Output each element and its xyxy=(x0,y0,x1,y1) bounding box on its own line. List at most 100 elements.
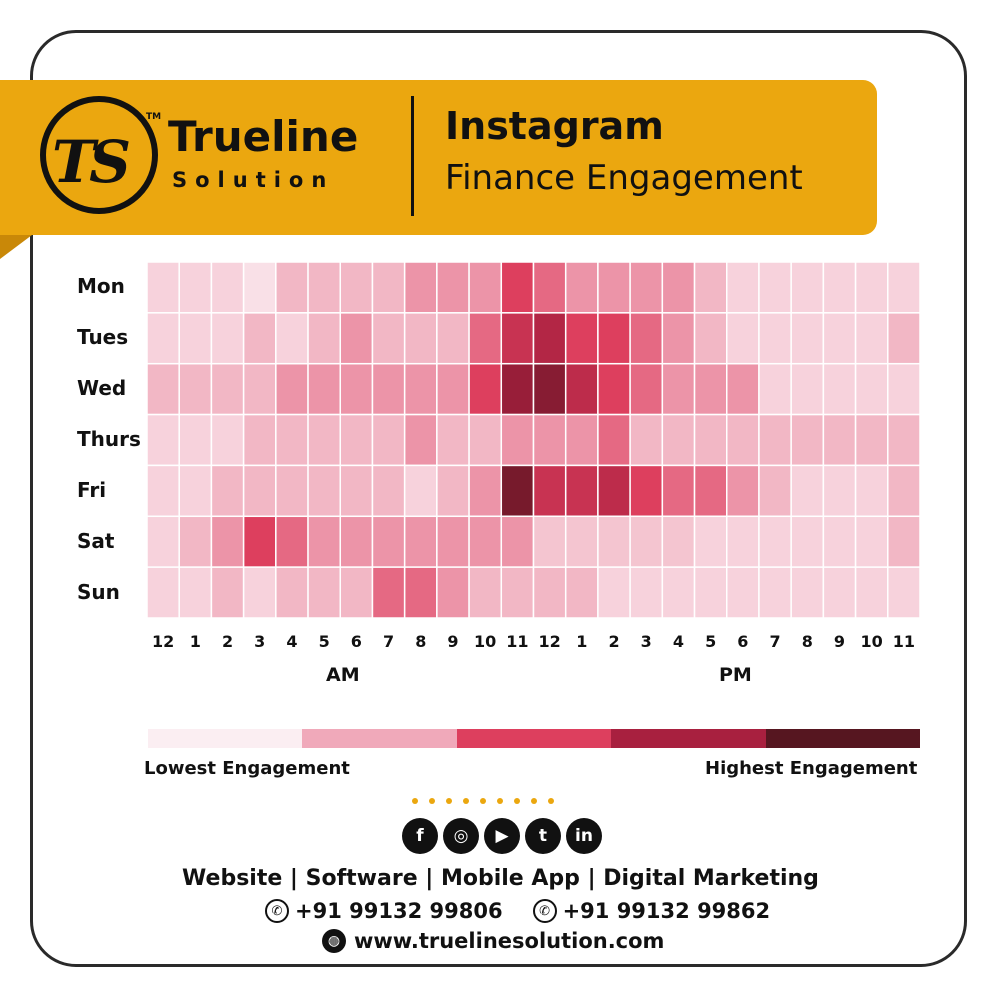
heatmap-cell-wed-23 xyxy=(887,362,920,416)
hour-label-11: 11 xyxy=(506,632,529,651)
heatmap-cell-tues-15 xyxy=(629,312,664,365)
heatmap-cell-mon-15 xyxy=(629,262,664,314)
heatmap-cell-tues-16 xyxy=(661,312,696,365)
heatmap-cell-tues-17 xyxy=(693,312,728,365)
heatmap-cell-sun-12 xyxy=(532,566,567,618)
heatmap-cell-sun-3 xyxy=(242,566,277,618)
heatmap-cell-thurs-16 xyxy=(661,413,696,467)
heatmap-cell-sat-10 xyxy=(468,515,503,568)
hour-label-14: 2 xyxy=(608,632,620,651)
trademark: TM xyxy=(146,112,162,122)
heatmap-cell-mon-2 xyxy=(210,262,245,314)
heatmap-cell-mon-21 xyxy=(822,262,857,314)
heatmap-cell-thurs-6 xyxy=(339,413,374,467)
hour-label-15: 3 xyxy=(640,632,652,651)
heatmap-cell-sat-6 xyxy=(339,515,374,568)
phone-numbers: ✆ +91 99132 99806 ✆ +91 99132 99862 xyxy=(265,899,770,923)
day-label-thurs: Thurs xyxy=(77,427,141,451)
heatmap-cell-sun-15 xyxy=(629,566,664,618)
youtube-icon[interactable]: ▶ xyxy=(484,818,520,854)
heatmap-cell-sat-19 xyxy=(758,515,792,568)
heatmap-cell-mon-0 xyxy=(147,262,180,314)
heatmap-cell-tues-2 xyxy=(210,312,245,365)
website-link[interactable]: ◍ www.truelinesolution.com xyxy=(322,929,664,953)
heatmap-cell-sat-23 xyxy=(887,515,920,568)
website-url: www.truelinesolution.com xyxy=(354,929,665,953)
phone-2-number: +91 99132 99862 xyxy=(562,899,771,923)
heatmap-cell-sat-3 xyxy=(242,515,277,568)
heatmap-cell-sun-2 xyxy=(210,566,245,618)
heatmap-cell-wed-21 xyxy=(822,362,857,416)
heatmap-cell-mon-6 xyxy=(339,262,374,314)
heatmap-cell-wed-11 xyxy=(500,362,535,416)
heatmap-cell-fri-11 xyxy=(500,464,535,518)
heatmap-cell-tues-3 xyxy=(242,312,277,365)
heatmap-cell-tues-13 xyxy=(564,312,599,365)
day-label-tues: Tues xyxy=(77,325,129,350)
chart-subtitle: Finance Engagement xyxy=(445,158,803,198)
heatmap-cell-wed-12 xyxy=(532,362,567,416)
heatmap-cell-thurs-12 xyxy=(532,413,567,467)
hour-label-13: 1 xyxy=(576,632,588,651)
heatmap-cell-fri-14 xyxy=(597,464,631,518)
heatmap-cell-wed-18 xyxy=(726,362,760,416)
phone-1[interactable]: ✆ +91 99132 99806 xyxy=(265,899,503,923)
heatmap-cell-sun-20 xyxy=(790,566,825,618)
heatmap-cell-mon-13 xyxy=(564,262,599,314)
outer-frame xyxy=(30,30,967,967)
heatmap-cell-sun-19 xyxy=(758,566,792,618)
heatmap-cell-fri-8 xyxy=(403,464,438,518)
heatmap-cell-tues-21 xyxy=(822,312,857,365)
heatmap-cell-fri-0 xyxy=(147,464,180,518)
heatmap-cell-sun-6 xyxy=(339,566,374,618)
heatmap-cell-sat-11 xyxy=(500,515,535,568)
heatmap-cell-mon-3 xyxy=(242,262,277,314)
heatmap-cell-sun-1 xyxy=(178,566,213,618)
day-label-sat: Sat xyxy=(77,528,115,553)
heatmap-cell-wed-19 xyxy=(758,362,792,416)
linkedin-icon[interactable]: in xyxy=(566,818,602,854)
am-label: AM xyxy=(326,664,360,686)
heatmap-cell-wed-1 xyxy=(178,362,213,416)
heatmap-cell-wed-2 xyxy=(210,362,245,416)
heatmap-cell-sun-4 xyxy=(275,566,309,618)
services-line: Website | Software | Mobile App | Digita… xyxy=(182,866,819,891)
heatmap-cell-fri-10 xyxy=(468,464,503,518)
scale-segment-4 xyxy=(765,729,920,748)
instagram-icon[interactable]: ◎ xyxy=(443,818,479,854)
heatmap-cell-sat-2 xyxy=(210,515,245,568)
heatmap-cell-sat-5 xyxy=(307,515,342,568)
heatmap-cell-thurs-0 xyxy=(147,413,180,467)
heatmap-cell-fri-5 xyxy=(307,464,342,518)
twitter-icon[interactable]: t xyxy=(525,818,561,854)
heatmap-cell-sat-7 xyxy=(371,515,406,568)
social-icons: f ◎ ▶ t in xyxy=(402,818,602,854)
heatmap-cell-thurs-19 xyxy=(758,413,792,467)
heatmap-cell-fri-3 xyxy=(242,464,277,518)
logo-mark: TS xyxy=(52,128,131,196)
heatmap-cell-sun-14 xyxy=(597,566,631,618)
facebook-icon[interactable]: f xyxy=(402,818,438,854)
heatmap-cell-fri-21 xyxy=(822,464,857,518)
banner-fold xyxy=(0,235,32,259)
heatmap-cell-mon-8 xyxy=(403,262,438,314)
heatmap-cell-sun-17 xyxy=(693,566,728,618)
decorative-dots xyxy=(412,798,554,804)
highest-engagement-label: Highest Engagement xyxy=(705,758,918,779)
heatmap-cell-wed-6 xyxy=(339,362,374,416)
heatmap-cell-mon-10 xyxy=(468,262,503,314)
heatmap-cell-sat-4 xyxy=(275,515,309,568)
heatmap-cell-sun-13 xyxy=(564,566,599,618)
heatmap-cell-thurs-10 xyxy=(468,413,503,467)
heatmap-cell-tues-23 xyxy=(887,312,920,365)
heatmap-cell-tues-19 xyxy=(758,312,792,365)
heatmap-cell-tues-10 xyxy=(468,312,503,365)
hour-label-20: 8 xyxy=(801,632,813,651)
hour-label-2: 2 xyxy=(221,632,234,651)
heatmap-cell-thurs-14 xyxy=(597,413,631,467)
heatmap-cell-wed-5 xyxy=(307,362,342,416)
heatmap-cell-thurs-17 xyxy=(693,413,728,467)
heatmap-cell-mon-1 xyxy=(178,262,213,314)
phone-2[interactable]: ✆ +91 99132 99862 xyxy=(532,899,771,923)
heatmap-cell-sat-15 xyxy=(629,515,664,568)
